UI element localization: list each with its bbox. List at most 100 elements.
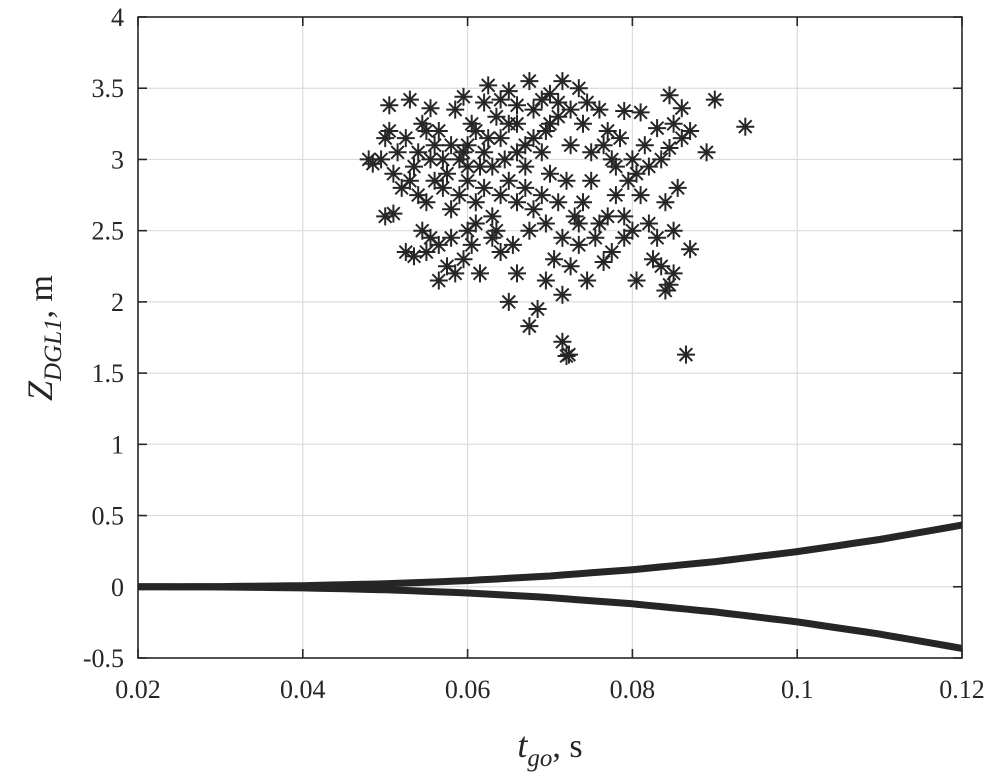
scatter-point [417,193,436,212]
scatter-point [421,99,440,118]
scatter-point [648,228,667,247]
scatter-point [602,243,621,261]
scatter-point [433,150,452,169]
scatter-point [454,87,473,106]
scatter-point [520,317,539,336]
scatter-point [495,150,514,169]
scatter-point [541,114,559,133]
scatter-point [442,228,461,247]
y-tick-labels: -0.5 0 0.5 1 1.5 2 2.5 3 3.5 4 [83,3,124,673]
scatter-point [405,157,423,176]
scatter-point [582,143,601,162]
scatter-point [400,90,419,109]
scatter-point [553,332,572,351]
scatter-point [627,164,646,183]
scatter-point [442,136,461,155]
scatter-point [664,114,683,133]
scatter-point [508,96,526,115]
scatter-point [578,271,597,290]
scatter-point [672,99,691,118]
scatter-point [491,243,510,261]
y-axis-label-suffix: , m [23,275,60,318]
scatter-point [524,100,543,119]
scatter-point [549,193,568,212]
scatter-point [561,257,580,276]
x-tick-label: 0.12 [939,675,985,704]
plot-frame [137,16,963,659]
scatter-point [466,193,485,212]
scatter-point [574,193,592,212]
scatter-point [615,207,634,226]
x-axis-label-suffix: , s [552,728,582,765]
scatter-point [359,150,378,169]
scatter-point [524,200,543,219]
scatter-point [541,164,559,183]
scatter-point [545,250,564,269]
grid [138,17,962,658]
scatter-point [532,143,551,162]
scatter-point [508,143,526,162]
scatter-point [376,129,395,148]
x-tick-label: 0.1 [781,675,814,704]
scatter-point [380,96,399,115]
scatter-point [532,186,551,205]
scatter-point [631,186,650,205]
scatter-point [606,186,625,205]
scatter-point [560,345,578,364]
scatter-point [569,214,588,233]
scatter-point [508,264,526,283]
scatter-point [483,157,502,176]
scatter-point [623,150,642,169]
scatter-point [677,345,695,364]
scatter-point [400,171,419,190]
y-tick-label: 2 [111,288,124,317]
scatter-point [499,292,518,311]
scatter-point [660,86,679,105]
scatter-point [446,264,465,283]
scatter-point [574,114,592,133]
scatter-point [668,178,687,197]
scatter-point [528,300,547,318]
y-tick-label: 0 [111,573,124,602]
scatter-point [405,247,423,266]
scatter-point [384,164,403,183]
scatter-point [442,200,461,219]
x-axis-label-sub: go [527,745,552,772]
y-axis-label: ZDGL1, m [20,275,67,401]
scatter-point [664,221,683,240]
scatter-point [664,264,683,283]
scatter-point [536,214,555,233]
scatter-points [359,72,755,365]
y-tick-label: 3.5 [92,74,125,103]
scatter-point [639,157,658,176]
scatter-point [672,129,691,148]
scatter-point [483,207,502,226]
scatter-point [458,136,477,155]
x-tick-label: 0.04 [280,675,326,704]
scatter-point [516,178,535,197]
scatter-point [590,100,609,119]
scatter-point [503,235,522,254]
y-tick-label: 3 [111,145,124,174]
scatter-point [466,122,485,140]
scatter-point [631,103,650,122]
x-axis-label-main: t [517,725,528,765]
scatter-point [627,271,646,290]
scatter-point [615,102,634,120]
scatter-point [471,264,489,283]
scatter-point [635,136,654,155]
scatter-point [598,207,617,226]
scatter-point [582,171,601,190]
scatter-point [458,171,477,190]
scatter-point [598,122,617,140]
scatter-point [602,150,621,169]
scatter-point [569,79,588,98]
scatter-point [652,150,671,169]
scatter-point [594,253,613,271]
scatter-point [458,221,477,240]
scatter-point [429,271,448,290]
scatter-point [660,139,679,157]
x-tick-label: 0.02 [115,675,161,704]
scatter-point [479,76,498,95]
